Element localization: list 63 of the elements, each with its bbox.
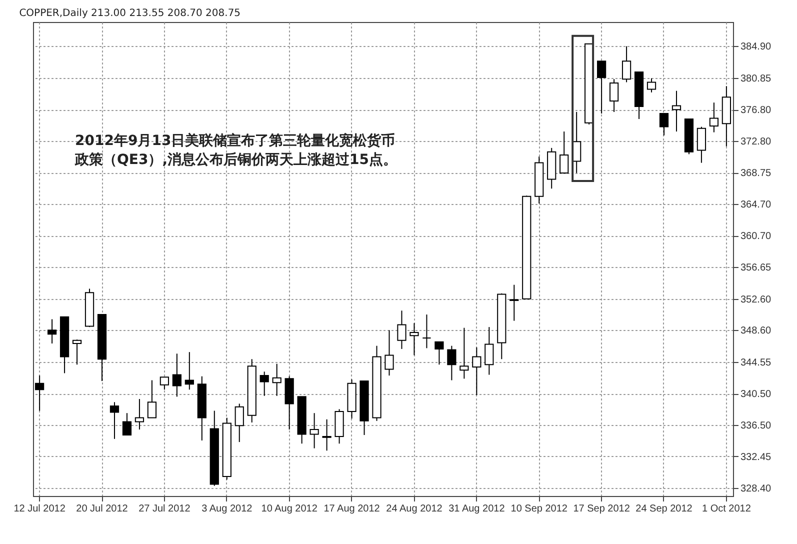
candlestick: [310, 412, 319, 449]
candlestick: [172, 353, 182, 398]
x-tick-label: 3 Aug 2012: [202, 504, 253, 514]
y-tick-label: 380.85: [740, 73, 772, 84]
candlestick: [122, 412, 132, 436]
y-tick-label: 332.45: [740, 452, 772, 463]
x-tick-label: 12 Jul 2012: [14, 504, 66, 514]
candlestick: [147, 380, 157, 418]
candlestick: [384, 330, 394, 376]
candlestick: [472, 346, 482, 396]
candlestick: [622, 46, 632, 83]
candlestick: [434, 341, 444, 366]
candlestick: [609, 78, 619, 112]
candlestick: [272, 363, 282, 396]
candlestick: [134, 398, 144, 430]
y-tick-label: 360.70: [740, 231, 772, 242]
chart-title: COPPER,Daily 213.00 213.55 208.70 208.75: [19, 8, 241, 19]
x-tick-label: 27 Jul 2012: [138, 504, 191, 514]
y-tick-label: 376.80: [740, 105, 772, 116]
candlestick: [410, 322, 419, 356]
candlestick: [184, 352, 194, 390]
annotation: 2012年9月13日美联储宣布了第三轮量化宽松货币政策（QE3）,消息公布后铜价两天上涨超过15点。: [74, 132, 398, 168]
y-tick-label: 328.40: [740, 484, 772, 495]
candlestick: [659, 113, 669, 136]
candlestick: [397, 310, 406, 350]
x-tick-label: 20 Jul 2012: [76, 504, 128, 514]
candlestick: [510, 284, 519, 322]
x-tick-label: 1 Oct 2012: [702, 504, 752, 514]
candlestick: [484, 326, 494, 376]
y-tick-label: 372.80: [740, 136, 772, 148]
y-tick-label: 384.90: [740, 42, 772, 53]
y-tick-label: 368.75: [740, 168, 772, 180]
candlestick: [47, 318, 57, 344]
candlestick: [596, 60, 606, 114]
candlestick: [72, 339, 82, 366]
candlestick: [460, 327, 469, 380]
candlestick: [447, 345, 456, 381]
candlestick: [646, 78, 656, 93]
candlestick: [260, 371, 269, 396]
y-tick-label: 364.70: [740, 200, 772, 211]
candlestick: [35, 375, 44, 412]
x-tick-label: 10 Sep 2012: [510, 504, 568, 514]
y-tick-label: 336.50: [740, 420, 772, 432]
y-tick-label: 344.55: [740, 357, 772, 368]
y-tick-label: 352.60: [740, 294, 772, 306]
y-tick-label: 340.50: [740, 389, 772, 400]
x-tick-label: 10 Aug 2012: [261, 504, 318, 514]
candlestick: [422, 314, 432, 349]
x-tick-label: 24 Sep 2012: [636, 504, 693, 514]
candlestick: [672, 90, 682, 132]
candlestick: [709, 102, 719, 133]
y-tick-label: 356.65: [740, 262, 772, 274]
x-tick-label: 17 Sep 2012: [573, 504, 630, 514]
candlestick: [560, 131, 569, 174]
candlestick: [160, 376, 170, 390]
x-tick-label: 17 Aug 2012: [324, 504, 380, 514]
candlestick: [322, 418, 332, 452]
x-tick-label: 31 Aug 2012: [448, 504, 506, 514]
candlestick: [696, 126, 706, 164]
x-tick-label: 24 Aug 2012: [386, 504, 443, 514]
candlestick: [110, 402, 120, 440]
candlestick: [234, 403, 244, 443]
y-tick-label: 348.60: [740, 326, 772, 337]
